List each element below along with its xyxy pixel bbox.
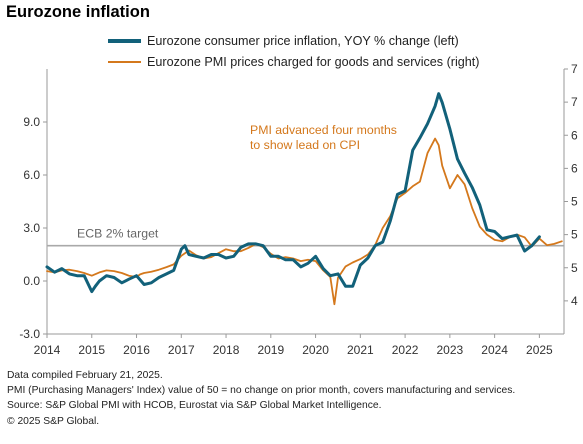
legend-label-cpi: Eurozone consumer price inflation, YOY %… [147, 34, 459, 48]
right-tick-label: 7 [571, 95, 578, 109]
legend-item-cpi: Eurozone consumer price inflation, YOY %… [108, 32, 459, 50]
x-tick-label: 2017 [168, 343, 195, 357]
x-tick-label: 2019 [257, 343, 284, 357]
right-tick-label: 5 [571, 228, 578, 242]
x-tick-label: 2022 [392, 343, 419, 357]
ecb-target-label: ECB 2% target [77, 227, 159, 241]
tick-labels: -3.0 0.0 3.0 6.0 9.0 4 5 5 5 6 6 7 7 2014 2015 2016 2017… [19, 62, 578, 357]
right-tick-label: 7 [571, 62, 578, 76]
x-tick-label: 2018 [213, 343, 240, 357]
annotation-text: to show lead on CPI [250, 138, 360, 152]
right-tick-label: 6 [571, 161, 578, 175]
left-tick-label: 3.0 [23, 221, 40, 235]
cpi-series-line [45, 92, 541, 294]
legend-swatch-pmi [108, 61, 141, 63]
right-tick-label: 4 [571, 294, 578, 308]
footer-line-pmi-note: PMI (Purchasing Managers' Index) value o… [7, 385, 516, 397]
left-tick-label: -3.0 [19, 327, 40, 341]
footer-line-date: Data compiled February 21, 2025. [7, 370, 163, 381]
x-tick-label: 2016 [123, 343, 150, 357]
right-tick-label: 5 [571, 195, 578, 209]
left-tick-label: 0.0 [23, 274, 40, 288]
x-tick-label: 2023 [437, 343, 464, 357]
x-tick-label: 2024 [481, 343, 508, 357]
left-tick-label: 9.0 [23, 115, 40, 129]
x-tick-label: 2021 [347, 343, 374, 357]
left-tick-label: 6.0 [23, 168, 40, 182]
right-tick-label: 5 [571, 261, 578, 275]
series-lines [45, 92, 563, 306]
legend-swatch-cpi [108, 39, 141, 43]
x-tick-label: 2015 [78, 343, 105, 357]
ecb-target-group: ECB 2% target [47, 227, 564, 247]
footer-line-source: Source: S&P Global PMI with HCOB, Eurost… [7, 400, 382, 412]
x-tick-label: 2014 [34, 343, 61, 357]
x-tick-label: 2025 [526, 343, 553, 357]
footer-line-copyright: © 2025 S&P Global. [7, 415, 100, 427]
legend-label-pmi: Eurozone PMI prices charged for goods an… [147, 55, 480, 69]
annotation-text: PMI advanced four months [250, 123, 397, 137]
chart-footer: Data compiled February 21, 2025. PMI (Pu… [7, 368, 515, 429]
chart-title: Eurozone inflation [6, 3, 150, 21]
x-tick-label: 2020 [302, 343, 329, 357]
chart-axes [46, 69, 565, 335]
right-tick-label: 6 [571, 128, 578, 142]
legend-item-pmi: Eurozone PMI prices charged for goods an… [108, 53, 480, 71]
